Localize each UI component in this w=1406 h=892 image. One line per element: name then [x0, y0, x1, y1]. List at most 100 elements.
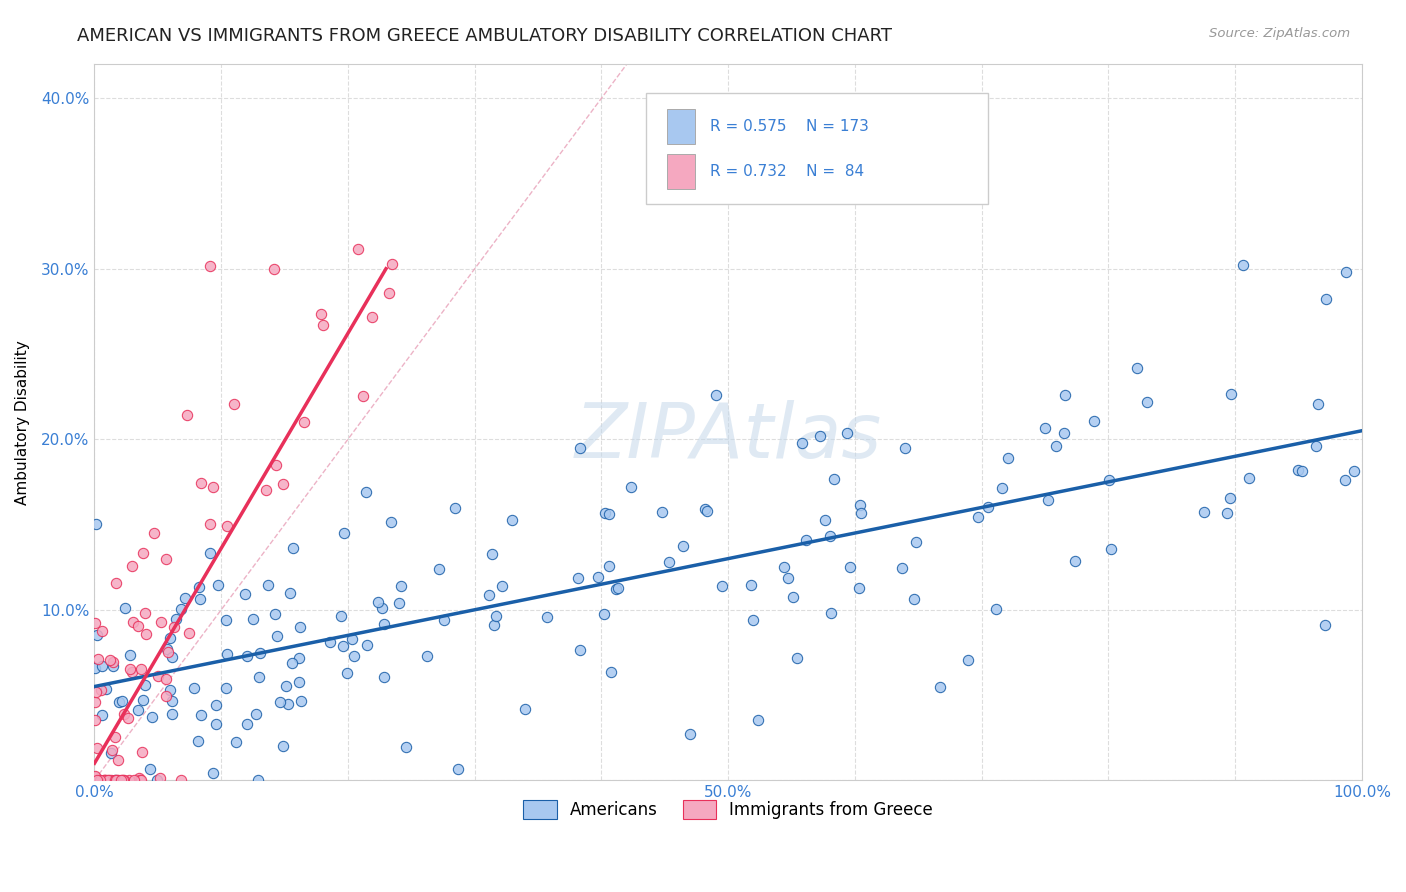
Point — [1306, 396, 1329, 410]
Point — [312, 318, 335, 333]
Point — [101, 655, 124, 669]
Point — [214, 681, 236, 696]
Point — [1083, 414, 1105, 428]
Point — [173, 591, 195, 605]
Point — [162, 620, 184, 634]
Point — [104, 730, 127, 744]
Point — [1125, 361, 1147, 376]
Point — [820, 529, 842, 543]
Point — [247, 670, 270, 684]
Point — [155, 551, 177, 566]
Point — [90, 624, 112, 638]
Point — [131, 746, 153, 760]
Point — [117, 711, 139, 725]
Point — [107, 773, 129, 788]
Point — [160, 706, 183, 721]
Point — [360, 310, 382, 324]
Point — [149, 771, 172, 785]
Point — [159, 682, 181, 697]
Point — [202, 480, 225, 494]
Point — [121, 558, 143, 573]
Point — [143, 526, 166, 541]
Point — [150, 615, 173, 629]
Point — [215, 614, 238, 628]
Point — [891, 561, 914, 575]
Point — [83, 773, 105, 788]
Point — [263, 262, 285, 277]
Point — [332, 639, 354, 653]
Point — [91, 659, 114, 673]
Point — [704, 388, 727, 402]
Point — [90, 683, 112, 698]
Point — [225, 735, 247, 749]
Text: R = 0.732    N =  84: R = 0.732 N = 84 — [710, 164, 865, 179]
Point — [977, 500, 1000, 515]
Point — [1288, 463, 1310, 477]
Point — [84, 685, 107, 699]
Point — [207, 578, 229, 592]
Point — [776, 571, 799, 585]
Point — [1045, 439, 1067, 453]
Point — [569, 442, 592, 456]
Point — [814, 513, 837, 527]
Point — [1098, 473, 1121, 487]
Y-axis label: Ambulatory Disability: Ambulatory Disability — [15, 340, 30, 505]
Text: ZIPAtlas: ZIPAtlas — [575, 400, 882, 474]
Point — [1334, 265, 1357, 279]
Point — [433, 613, 456, 627]
Point — [128, 771, 150, 785]
Point — [1315, 292, 1337, 306]
Point — [222, 397, 245, 411]
Point — [481, 547, 503, 561]
Point — [112, 706, 135, 721]
Point — [1291, 464, 1313, 478]
Point — [236, 649, 259, 664]
Point — [89, 773, 111, 788]
Point — [266, 629, 288, 643]
Point — [86, 773, 108, 788]
Point — [373, 670, 395, 684]
Point — [786, 651, 808, 665]
Point — [598, 507, 620, 521]
Point — [352, 389, 374, 403]
Point — [84, 695, 107, 709]
Point — [956, 653, 979, 667]
Point — [134, 678, 156, 692]
Point — [159, 631, 181, 645]
Point — [513, 702, 536, 716]
Point — [586, 570, 609, 584]
Point — [373, 617, 395, 632]
Point — [94, 682, 117, 697]
Point — [83, 771, 105, 785]
Point — [651, 505, 673, 519]
Point — [245, 706, 267, 721]
Point — [605, 582, 627, 596]
Point — [1232, 258, 1254, 272]
Point — [1053, 425, 1076, 440]
Point — [782, 591, 804, 605]
Point — [356, 638, 378, 652]
Point — [97, 773, 120, 788]
Point — [1219, 386, 1241, 401]
Point — [394, 740, 416, 755]
Point — [127, 618, 149, 632]
Point — [478, 588, 501, 602]
Point — [389, 579, 412, 593]
Point — [108, 695, 131, 709]
Point — [928, 680, 950, 694]
Point — [118, 773, 141, 788]
Point — [1216, 506, 1239, 520]
Point — [104, 773, 127, 788]
Point — [281, 656, 304, 670]
Point — [205, 698, 228, 712]
Point — [132, 693, 155, 707]
Point — [851, 507, 873, 521]
Point — [773, 559, 796, 574]
Point — [86, 773, 108, 788]
Point — [593, 607, 616, 621]
Point — [269, 695, 291, 709]
Point — [165, 612, 187, 626]
Point — [105, 773, 128, 788]
Point — [156, 641, 179, 656]
Point — [93, 773, 115, 788]
